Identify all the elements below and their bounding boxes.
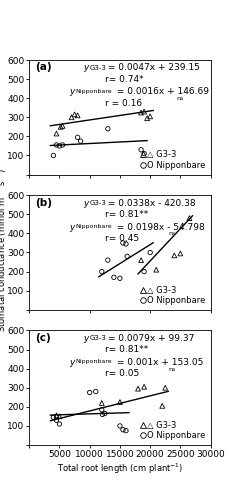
Text: y: y [84,198,89,207]
Point [55,416,58,424]
Text: Nipponbare: Nipponbare [76,88,112,94]
Text: = 0.0047x + 239.15: = 0.0047x + 239.15 [106,64,200,72]
Point [148,248,152,256]
Point [154,266,158,274]
Text: = 0.0198x - 54.798: = 0.0198x - 54.798 [113,222,204,232]
Text: r= 0.45: r= 0.45 [106,234,139,243]
Point [142,108,146,116]
Text: r= 0.81**: r= 0.81** [106,210,149,219]
Point [58,142,61,150]
Point [145,114,149,122]
Point [136,384,140,392]
Text: G3-3: G3-3 [90,200,107,206]
Point [103,410,107,418]
Point [51,152,55,160]
Point [88,388,91,396]
Point [121,239,125,247]
Point [58,420,61,428]
Text: = 0.0079x + 99.37: = 0.0079x + 99.37 [106,334,195,343]
Point [100,268,104,276]
Point [55,141,58,149]
Text: y: y [84,334,89,343]
Point [112,274,116,281]
Point [121,426,125,434]
Text: = 0.0016x + 146.69: = 0.0016x + 146.69 [113,88,208,96]
Point [124,426,128,434]
Point [118,398,122,406]
Point [142,383,146,391]
Point [124,240,128,248]
Text: (a): (a) [35,62,51,72]
Text: ns: ns [168,366,176,372]
Point [55,412,58,420]
Text: = 0.0338x - 420.38: = 0.0338x - 420.38 [106,198,196,207]
Point [73,110,77,118]
Text: ns: ns [177,96,184,101]
Text: (b): (b) [35,198,52,207]
Text: y: y [69,222,74,232]
Text: G3-3: G3-3 [90,64,107,70]
Legend: △ G3-3, O Nipponbare: △ G3-3, O Nipponbare [140,284,206,306]
Text: r= 0.74*: r= 0.74* [106,75,144,84]
Point [142,268,146,276]
Text: (c): (c) [35,332,51,342]
Point [100,399,104,407]
Point [94,388,98,396]
Point [188,214,191,222]
Point [79,137,83,145]
Point [139,108,143,116]
Text: ns: ns [168,232,176,236]
Point [106,124,110,132]
Legend: △ G3-3, O Nipponbare: △ G3-3, O Nipponbare [140,420,206,441]
Point [160,402,164,410]
Point [179,250,182,258]
Point [148,112,152,120]
Text: r = 0.16: r = 0.16 [106,99,143,108]
Point [61,141,64,149]
Text: Stomatal conductance (mmol m$^{-2}$ s$^{-1}$): Stomatal conductance (mmol m$^{-2}$ s$^{… [0,168,9,332]
Point [118,422,122,430]
Point [142,150,146,158]
Text: = 0.001x + 153.05: = 0.001x + 153.05 [113,358,203,367]
Point [51,414,55,422]
Point [70,114,73,122]
Point [106,256,110,264]
Point [55,130,58,138]
Point [61,122,64,130]
Point [76,134,80,141]
Text: G3-3: G3-3 [90,335,107,341]
Text: r= 0.05: r= 0.05 [106,370,140,378]
Point [163,384,167,392]
Point [58,412,61,420]
Text: y: y [69,358,74,367]
Point [125,252,129,260]
Point [100,406,104,413]
Text: y: y [69,88,74,96]
Point [101,410,104,418]
Text: r= 0.81**: r= 0.81** [106,346,149,354]
Point [139,146,143,154]
Point [139,256,143,264]
Point [76,112,80,120]
Text: Nipponbare: Nipponbare [76,224,112,229]
X-axis label: Total root length (cm plant$^{-1}$): Total root length (cm plant$^{-1}$) [57,462,183,476]
Text: Nipponbare: Nipponbare [76,359,112,364]
Legend: △ G3-3, O Nipponbare: △ G3-3, O Nipponbare [140,150,206,171]
Text: y: y [84,64,89,72]
Point [59,123,62,131]
Point [118,274,122,282]
Point [172,252,176,260]
